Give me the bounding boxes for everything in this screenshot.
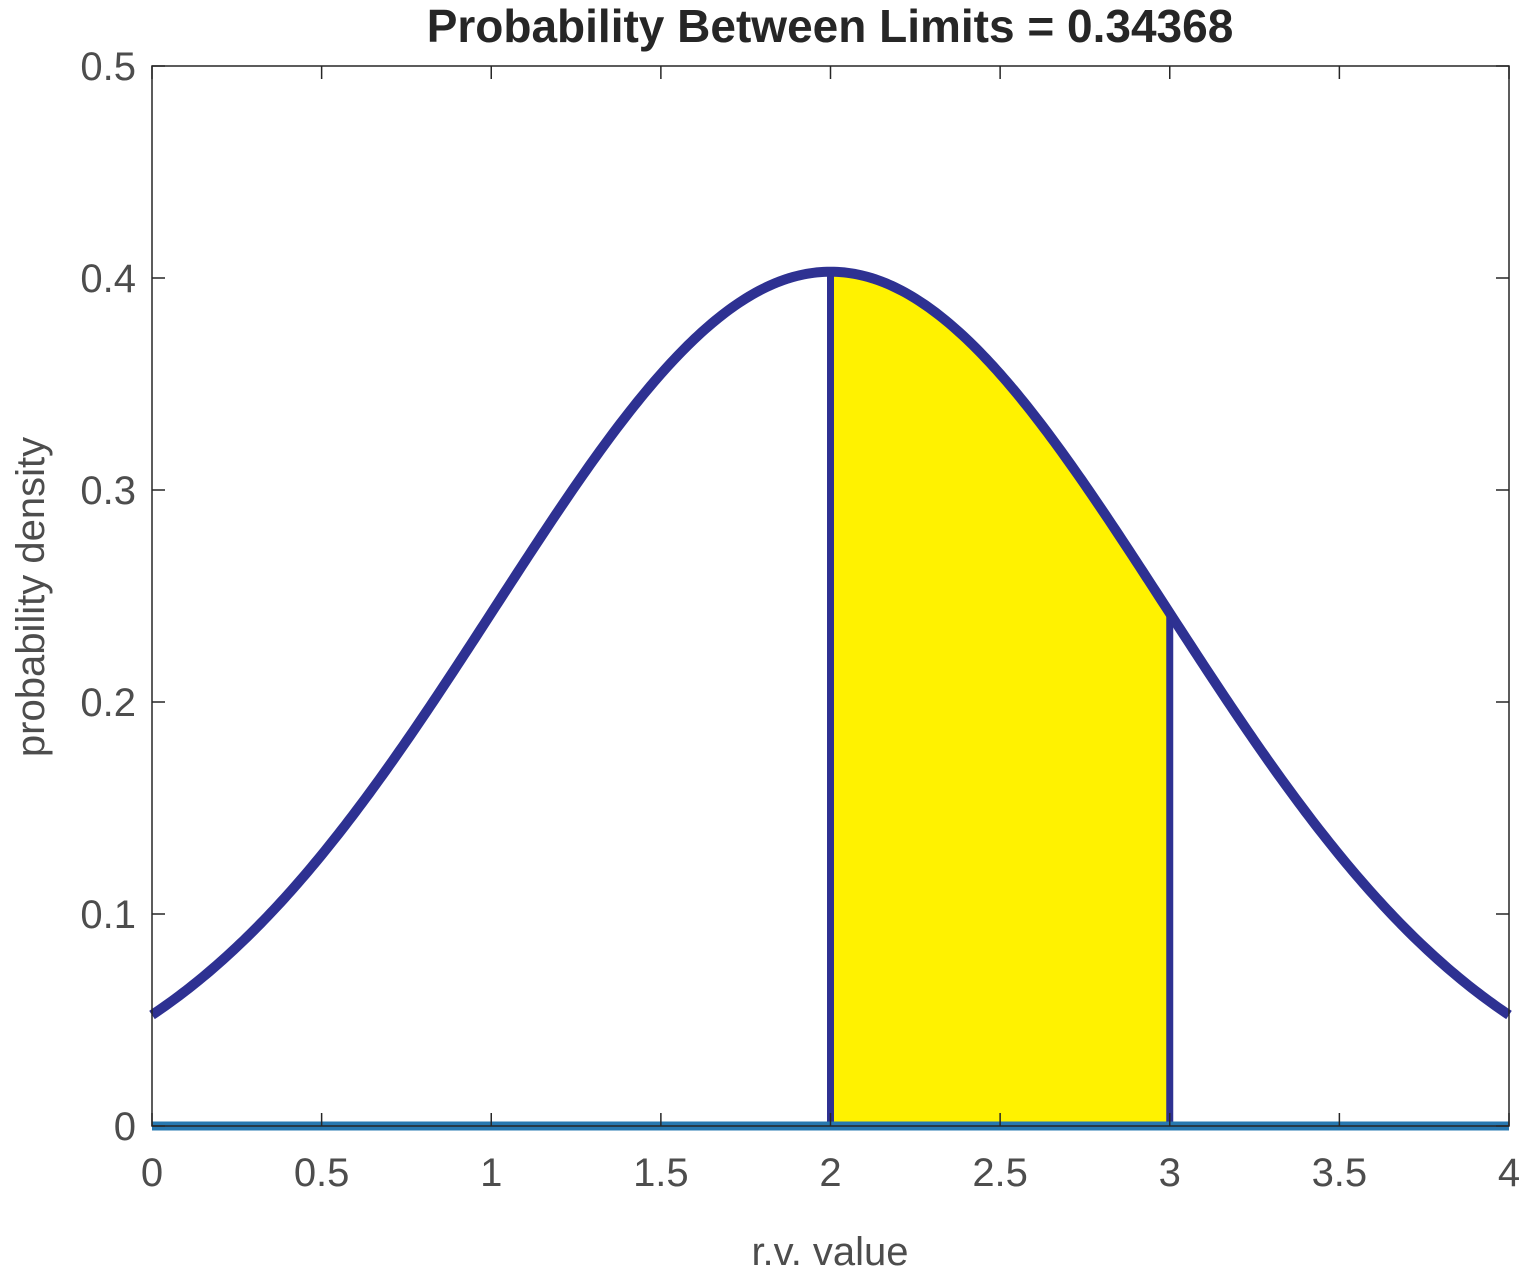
y-tick-label: 0.4 [80, 257, 136, 301]
x-tick-label: 2 [819, 1151, 841, 1195]
tick-labels: 0 0.5 1 1.5 2 2.5 3 3.5 4 0 0.1 0.2 0.3 0.4 0.5 [80, 45, 1520, 1195]
y-tick-label: 0.3 [80, 469, 136, 513]
x-tick-label: 3.5 [1312, 1151, 1368, 1195]
axes [151, 65, 1510, 1127]
y-tick-label: 0.1 [80, 893, 136, 937]
chart-title: Probability Between Limits = 0.34368 [427, 0, 1234, 52]
x-tick-label: 0.5 [294, 1151, 350, 1195]
x-tick-label: 1.5 [633, 1151, 689, 1195]
y-axis-label: probability density [9, 437, 53, 757]
y-tick-label: 0.5 [80, 45, 136, 89]
x-tick-label: 4 [1498, 1151, 1520, 1195]
y-tick-label: 0 [114, 1105, 136, 1149]
x-tick-label: 3 [1159, 1151, 1181, 1195]
x-tick-label: 2.5 [972, 1151, 1028, 1195]
y-tick-label: 0.2 [80, 681, 136, 725]
x-axis-label: r.v. value [751, 1230, 908, 1271]
x-tick-label: 1 [480, 1151, 502, 1195]
x-tick-label: 0 [141, 1151, 163, 1195]
density-curve [149, 266, 1512, 1020]
